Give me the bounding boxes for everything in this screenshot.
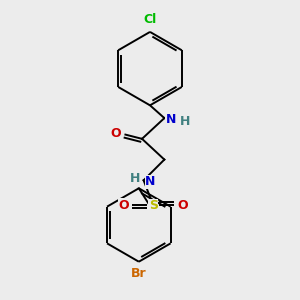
Text: O: O — [110, 127, 121, 140]
Text: O: O — [178, 199, 188, 212]
Text: S: S — [149, 200, 158, 212]
Text: N: N — [166, 112, 176, 125]
Text: Cl: Cl — [143, 13, 157, 26]
Text: N: N — [145, 176, 156, 188]
Text: H: H — [180, 116, 190, 128]
Text: O: O — [118, 199, 129, 212]
Text: H: H — [130, 172, 140, 185]
Text: Br: Br — [131, 267, 147, 280]
